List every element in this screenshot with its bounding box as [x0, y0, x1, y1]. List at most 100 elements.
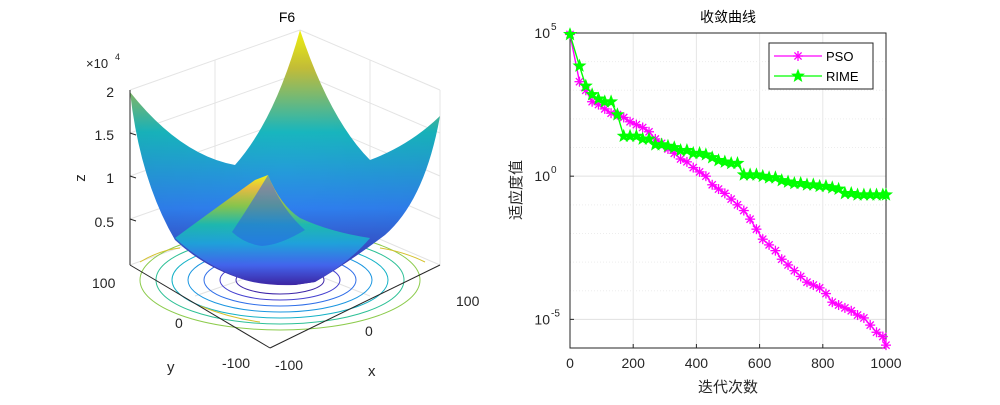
x-axis-label: 迭代次数 [698, 378, 758, 396]
marker-stroke [676, 154, 685, 164]
marker-stroke [866, 321, 875, 330]
marker-asterisk [606, 108, 617, 119]
surface-mesh [130, 30, 440, 286]
x-ticks: 0 200 400 600 800 1000 [566, 344, 902, 371]
marker-stroke [575, 77, 584, 86]
marker-star [610, 107, 625, 121]
marker-stroke [682, 157, 691, 166]
marker-stroke [840, 303, 849, 312]
marker-asterisk [751, 224, 762, 235]
x-tick-label: 0 [365, 323, 373, 339]
legend-box [768, 42, 874, 90]
marker-asterisk [776, 254, 787, 265]
marker-asterisk [793, 51, 803, 61]
marker-stroke [588, 97, 597, 106]
marker-asterisk [719, 188, 730, 199]
marker-asterisk [688, 162, 699, 173]
x-tick-label: 200 [622, 355, 646, 371]
x-tick-label: 800 [811, 355, 835, 371]
marker-stroke [752, 225, 761, 234]
marker-asterisk [881, 340, 891, 351]
x-axis-label: x [368, 363, 376, 380]
series-rime [563, 27, 893, 201]
marker-asterisk [783, 259, 794, 270]
marker-asterisk [764, 239, 775, 250]
x-tick-label: -100 [275, 357, 303, 373]
legend: PSO RIME [768, 42, 874, 90]
marker-stroke [771, 246, 780, 255]
y-tick-exponent: 0 [551, 165, 557, 176]
marker-stroke [881, 341, 891, 350]
marker-stroke [607, 109, 616, 118]
y-tick-label: 10 [534, 168, 550, 184]
marker-star [667, 140, 682, 154]
marker-stroke [859, 313, 868, 322]
marker-asterisk [694, 166, 705, 177]
z-axis-label: z [72, 174, 89, 182]
marker-stroke [695, 167, 704, 176]
marker-asterisk [820, 288, 831, 299]
marker-star [563, 27, 577, 41]
legend-label-pso: PSO [826, 49, 853, 64]
x-tick-label: 1000 [870, 355, 901, 371]
x-tick-label: 0 [566, 355, 574, 371]
marker-star [642, 131, 656, 145]
x-tick-label: 600 [748, 355, 772, 371]
z-tick-label: 2 [106, 84, 114, 100]
y-tick-label: -100 [222, 355, 250, 371]
surface-plot: F6 ×10 4 0.5 1 1.5 2 z 100 0 -100 y -100… [72, 9, 480, 380]
series-group [563, 27, 893, 351]
y-tick-exponent: 5 [551, 22, 557, 33]
marker-stroke [625, 117, 635, 126]
marker-asterisk [814, 282, 825, 293]
surface-axes [129, 90, 441, 349]
marker-asterisk [757, 234, 768, 245]
y-tick-label: 10 [534, 311, 550, 327]
z-tick-label: 0.5 [95, 214, 115, 230]
marker-star [591, 91, 606, 105]
marker-stroke [815, 283, 824, 292]
marker-asterisk [700, 171, 711, 182]
marker-asterisk [789, 265, 800, 276]
marker-stroke [872, 328, 881, 337]
legend-label-rime: RIME [826, 69, 859, 84]
z-tick-labels: 0.5 1 1.5 2 [95, 84, 115, 230]
marker-stroke [821, 289, 831, 298]
y-axis-label: 适应度值 [507, 160, 525, 220]
marker-stroke [689, 163, 698, 172]
marker-asterisk [871, 327, 882, 338]
marker-star [585, 87, 600, 101]
marker-asterisk [858, 312, 869, 323]
marker-star [791, 68, 805, 82]
z-scale-exponent: 4 [115, 52, 120, 62]
marker-asterisk [770, 245, 781, 256]
marker-stroke [746, 215, 755, 224]
marker-asterisk [707, 179, 718, 190]
marker-stroke [638, 123, 647, 132]
marker-asterisk [745, 214, 756, 225]
marker-asterisk [637, 122, 648, 133]
marker-asterisk [681, 156, 692, 167]
marker-stroke [809, 280, 818, 290]
marker-star [768, 170, 783, 184]
y-tick-exponent: -5 [551, 308, 560, 319]
z-scale-factor: ×10 4 [86, 52, 120, 71]
marker-stroke [790, 266, 799, 275]
marker-asterisk [618, 112, 629, 123]
marker-stroke [828, 298, 837, 307]
marker-asterisk [732, 199, 743, 210]
marker-star [679, 143, 694, 157]
marker-stroke [739, 206, 748, 215]
marker-star [730, 155, 745, 170]
marker-stroke [714, 185, 723, 194]
marker-asterisk [738, 205, 749, 216]
marker-stroke [793, 51, 803, 61]
marker-star [831, 181, 846, 196]
marker-stroke [701, 172, 710, 181]
marker-stroke [847, 306, 856, 315]
marker-asterisk [846, 305, 857, 316]
marker-star [629, 128, 644, 143]
marker-star [578, 78, 593, 92]
